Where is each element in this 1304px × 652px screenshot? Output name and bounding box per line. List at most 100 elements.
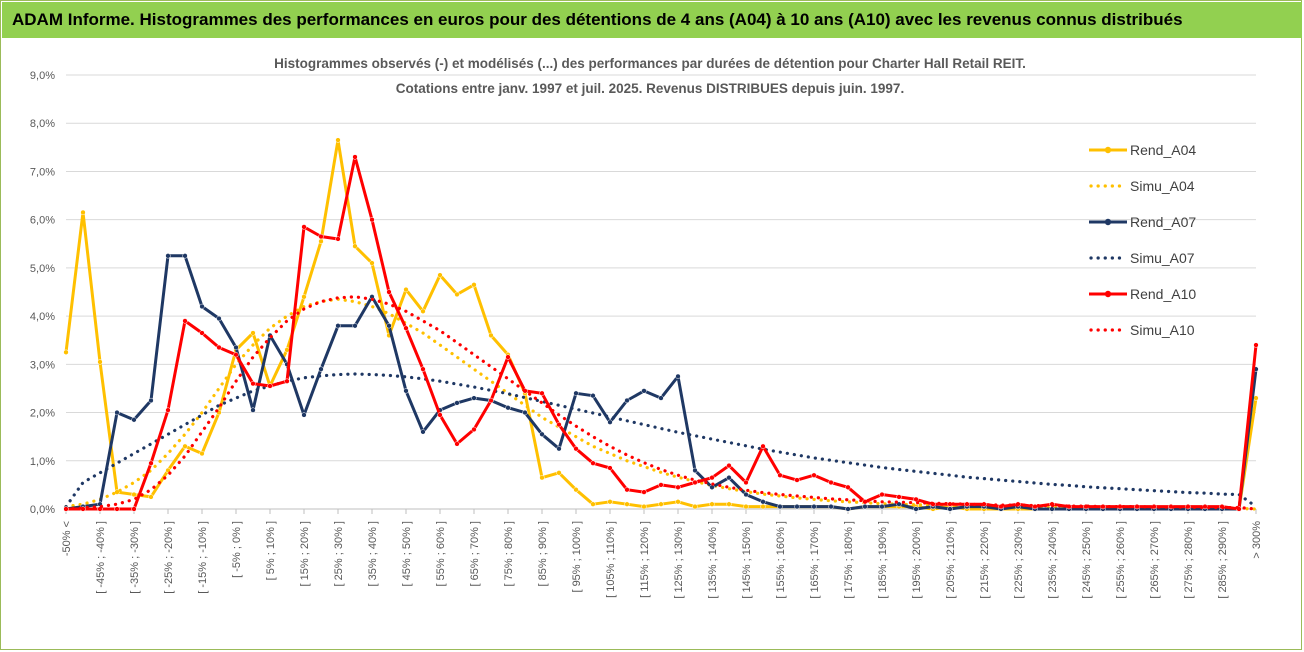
data-point — [743, 479, 749, 486]
data-point — [709, 501, 715, 507]
data-point — [471, 282, 477, 288]
data-point — [437, 272, 443, 278]
data-point — [590, 393, 596, 399]
data-point — [573, 446, 579, 452]
series-lines — [63, 137, 1259, 512]
data-point — [131, 417, 137, 423]
series-line — [64, 372, 1258, 509]
data-point — [182, 318, 188, 324]
data-point — [97, 359, 103, 365]
y-tick-label: 1,0% — [30, 456, 55, 468]
data-point — [794, 477, 800, 483]
x-tick-label: -50% < — [61, 521, 73, 556]
data-point — [284, 347, 290, 353]
data-point — [420, 308, 426, 314]
data-point — [845, 506, 851, 512]
data-point — [1253, 342, 1259, 348]
data-point — [675, 373, 681, 380]
legend-label: Simu_A07 — [1130, 250, 1195, 266]
x-tick-label: [ 25% ; 30% ] — [333, 521, 345, 586]
legend-item: Rend_A07 — [1089, 214, 1196, 230]
data-point — [131, 491, 137, 498]
legend-label: Simu_A04 — [1130, 178, 1195, 194]
x-tick-label: [ 15% ; 20% ] — [299, 521, 311, 586]
data-point — [267, 383, 273, 389]
data-point — [726, 462, 732, 469]
x-tick-label: [ 205% ; 210% ] — [945, 521, 957, 599]
data-point — [403, 388, 409, 394]
data-point — [284, 378, 290, 384]
data-point — [1049, 506, 1055, 512]
legend-label: Rend_A04 — [1130, 142, 1196, 158]
x-tick-label: [ -5% ; 0% ] — [231, 521, 243, 578]
data-point — [675, 499, 681, 505]
data-point — [760, 443, 766, 449]
x-tick-label: [ 5% ; 10% ] — [265, 521, 277, 580]
data-point — [1117, 503, 1123, 510]
legend-label: Simu_A10 — [1130, 322, 1195, 338]
data-point — [165, 407, 171, 413]
x-tick-label: [ 195% ; 200% ] — [911, 521, 923, 599]
data-point — [590, 460, 596, 466]
x-tick-label: [ -25% ; -20% ] — [163, 521, 175, 594]
data-point — [1032, 503, 1038, 510]
x-tick-label: [ 65% ; 70% ] — [469, 521, 481, 586]
data-point — [709, 484, 715, 490]
legend-label: Rend_A10 — [1130, 286, 1196, 302]
data-point — [675, 484, 681, 490]
data-point — [318, 238, 324, 245]
data-point — [556, 421, 562, 428]
y-tick-label: 6,0% — [30, 215, 55, 227]
x-tick-label: [ 165% ; 170% ] — [809, 521, 821, 599]
data-point — [879, 491, 885, 498]
x-tick-label: [ 105% ; 110% ] — [605, 521, 617, 598]
data-point — [199, 303, 205, 310]
data-point — [522, 409, 528, 416]
data-point — [1253, 395, 1259, 401]
data-point — [335, 236, 341, 242]
data-point — [233, 344, 239, 351]
data-point — [641, 503, 647, 510]
data-point — [760, 503, 766, 510]
x-tick-label: [ 155% ; 160% ] — [775, 521, 787, 599]
legend-item: Rend_A04 — [1089, 142, 1196, 158]
x-tick-label: [ 175% ; 180% ] — [843, 521, 855, 599]
data-point — [114, 409, 120, 416]
data-point — [794, 503, 800, 510]
y-tick-label: 9,0% — [30, 70, 55, 82]
data-point — [658, 395, 664, 401]
data-point — [148, 397, 154, 404]
data-point — [471, 426, 477, 433]
data-point — [216, 344, 222, 351]
series-line — [66, 155, 1258, 511]
series-rend-a04 — [63, 137, 1259, 512]
data-point — [301, 294, 307, 300]
data-point — [80, 209, 86, 216]
x-tick-label: [ 215% ; 220% ] — [979, 521, 991, 599]
x-tick-label: [ 185% ; 190% ] — [877, 521, 889, 599]
series-simu-a10 — [64, 295, 1258, 511]
legend-marker — [1104, 290, 1112, 298]
data-point — [352, 243, 358, 249]
x-tick-label: [ -15% ; -10% ] — [197, 521, 209, 594]
y-tick-label: 5,0% — [30, 263, 55, 275]
data-point — [63, 349, 69, 355]
data-point — [743, 503, 749, 510]
x-tick-label: [ 255% ; 260% ] — [1115, 521, 1127, 599]
data-point — [539, 475, 545, 481]
data-point — [505, 354, 511, 360]
data-point — [335, 323, 341, 329]
y-tick-label: 3,0% — [30, 359, 55, 371]
data-point — [641, 388, 647, 394]
data-point — [454, 400, 460, 406]
data-point — [488, 397, 494, 404]
x-tick-label: [ 85% ; 90% ] — [537, 521, 549, 586]
data-point — [420, 366, 426, 372]
data-point — [369, 217, 375, 223]
data-point — [199, 450, 205, 457]
data-point — [131, 506, 137, 512]
data-point — [658, 482, 664, 488]
data-point — [709, 475, 715, 481]
